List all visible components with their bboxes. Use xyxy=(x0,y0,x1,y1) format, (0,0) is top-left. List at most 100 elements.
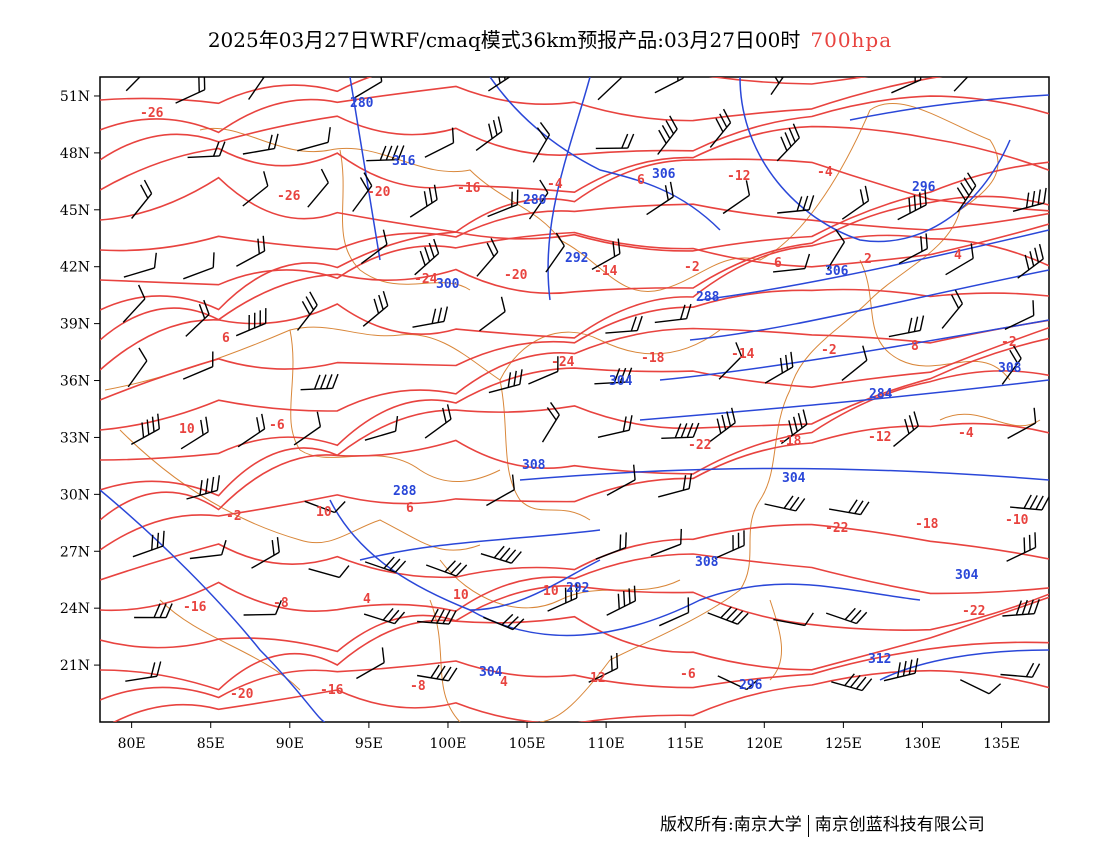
wind-barb xyxy=(883,658,919,682)
wind-barb xyxy=(476,238,499,277)
temperature-isotherm xyxy=(100,125,1049,194)
longitude-tick-label: 130E xyxy=(904,736,941,752)
wind-barb xyxy=(891,77,922,94)
temperature-isotherm xyxy=(100,585,1049,653)
wind-barb xyxy=(356,647,385,680)
wind-barb xyxy=(606,464,636,496)
wind-barb xyxy=(714,530,745,560)
wind-barb xyxy=(242,171,269,207)
wind-barb xyxy=(841,345,868,381)
temperature-isotherm xyxy=(100,596,1049,691)
wind-barb xyxy=(131,179,153,219)
temperature-isotherm xyxy=(100,234,1049,371)
isotherm-label: -26 xyxy=(277,189,301,204)
isotherm-label: -22 xyxy=(688,438,711,453)
wind-barb xyxy=(888,315,925,338)
geopotential-contour xyxy=(547,77,591,301)
wind-barb xyxy=(424,127,455,158)
wind-barb xyxy=(175,77,206,104)
wind-barb xyxy=(897,189,927,221)
wind-barb xyxy=(185,299,210,337)
wind-barb xyxy=(307,168,329,208)
copyright-left: 版权所有:南京大学 xyxy=(660,815,802,835)
height-contour-label: 292 xyxy=(566,581,589,596)
wind-barb xyxy=(300,373,339,391)
wind-barb xyxy=(486,474,515,507)
geopotential-contour xyxy=(699,229,1049,301)
latitude-tick-label: 48N xyxy=(60,146,90,162)
temperature-isotherm xyxy=(100,422,1049,551)
isotherm-label: -24 xyxy=(551,355,575,370)
height-contour-label: 304 xyxy=(609,374,633,389)
wind-barb xyxy=(606,585,637,616)
isotherm-label: -18 xyxy=(778,434,802,449)
wind-barb xyxy=(777,195,815,214)
wind-barb xyxy=(650,528,683,557)
longitude-tick-label: 135E xyxy=(983,736,1020,752)
geopotential-contour xyxy=(100,489,326,722)
footer-divider xyxy=(807,814,809,837)
wind-barb xyxy=(588,652,619,683)
height-contour-label: 296 xyxy=(912,180,936,195)
wind-barb xyxy=(123,252,157,278)
isotherm-label: -6 xyxy=(680,667,696,682)
temperature-isotherm xyxy=(100,553,1049,612)
temperature-isotherm xyxy=(100,195,1049,341)
longitude-tick-label: 80E xyxy=(118,736,146,752)
isotherm-label: 6 xyxy=(222,331,230,346)
wind-barb xyxy=(412,306,449,328)
wind-barb xyxy=(487,189,519,218)
geopotential-contour xyxy=(359,529,601,561)
pressure-level: 700hpa xyxy=(810,28,893,52)
border-line xyxy=(609,389,791,661)
wind-barb xyxy=(242,133,279,155)
height-contour-label: 284 xyxy=(869,387,893,402)
wind-barb xyxy=(364,416,399,441)
wind-barb xyxy=(956,172,977,213)
height-contour-label: 300 xyxy=(436,277,460,292)
wind-barb xyxy=(1017,243,1044,279)
wind-barb xyxy=(366,145,405,162)
isotherm-label: -4 xyxy=(958,426,974,441)
wind-barb xyxy=(483,613,525,631)
longitude-tick-label: 115E xyxy=(667,736,704,752)
latitude-tick-label: 51N xyxy=(60,89,90,105)
wind-barb xyxy=(186,475,221,500)
wind-barb xyxy=(545,232,565,273)
wind-barb xyxy=(293,411,322,446)
isotherm-label: -8 xyxy=(410,679,426,694)
border-line xyxy=(869,102,999,211)
wind-barb xyxy=(605,315,643,334)
height-contour-label: 316 xyxy=(392,154,416,169)
isotherm-label: 4 xyxy=(500,675,508,690)
wind-barb xyxy=(709,108,732,148)
border-line xyxy=(559,109,871,292)
wind-barb xyxy=(237,413,266,448)
height-contour-label: 306 xyxy=(825,264,849,279)
wind-barb xyxy=(1006,532,1037,562)
wind-barb xyxy=(595,133,635,150)
longitude-tick-label: 85E xyxy=(197,736,225,752)
isotherm-label: 6 xyxy=(637,173,645,188)
wind-barb xyxy=(1012,187,1047,212)
height-contour-label: 308 xyxy=(522,458,546,473)
latitude-tick-label: 45N xyxy=(60,203,90,219)
wind-barb xyxy=(417,608,457,625)
wind-barb xyxy=(826,229,846,270)
height-contour-label: 308 xyxy=(998,361,1022,376)
border-line xyxy=(859,259,1011,381)
isotherm-label: -14 xyxy=(731,347,755,362)
temperature-isotherm xyxy=(100,337,1049,497)
geopotential-contour xyxy=(329,499,601,611)
isotherm-label: -2 xyxy=(1001,335,1017,350)
map-title: 2025年03月27日WRF/cmaq模式36km预报产品:03月27日00时 7… xyxy=(0,24,1100,53)
isotherm-label: 10 xyxy=(316,505,332,520)
wind-barb xyxy=(722,180,751,215)
wind-barb xyxy=(235,308,267,337)
axes: 80E 85E 90E 95E 100E 105E 110E 115E 120E 125E 130E… xyxy=(60,89,1020,752)
longitude-tick-label: 95E xyxy=(355,736,383,752)
wind-barb xyxy=(248,77,268,100)
height-contour-label: 296 xyxy=(739,678,763,693)
latitude-tick-label: 21N xyxy=(60,658,90,674)
temperature-isotherm xyxy=(100,77,868,105)
